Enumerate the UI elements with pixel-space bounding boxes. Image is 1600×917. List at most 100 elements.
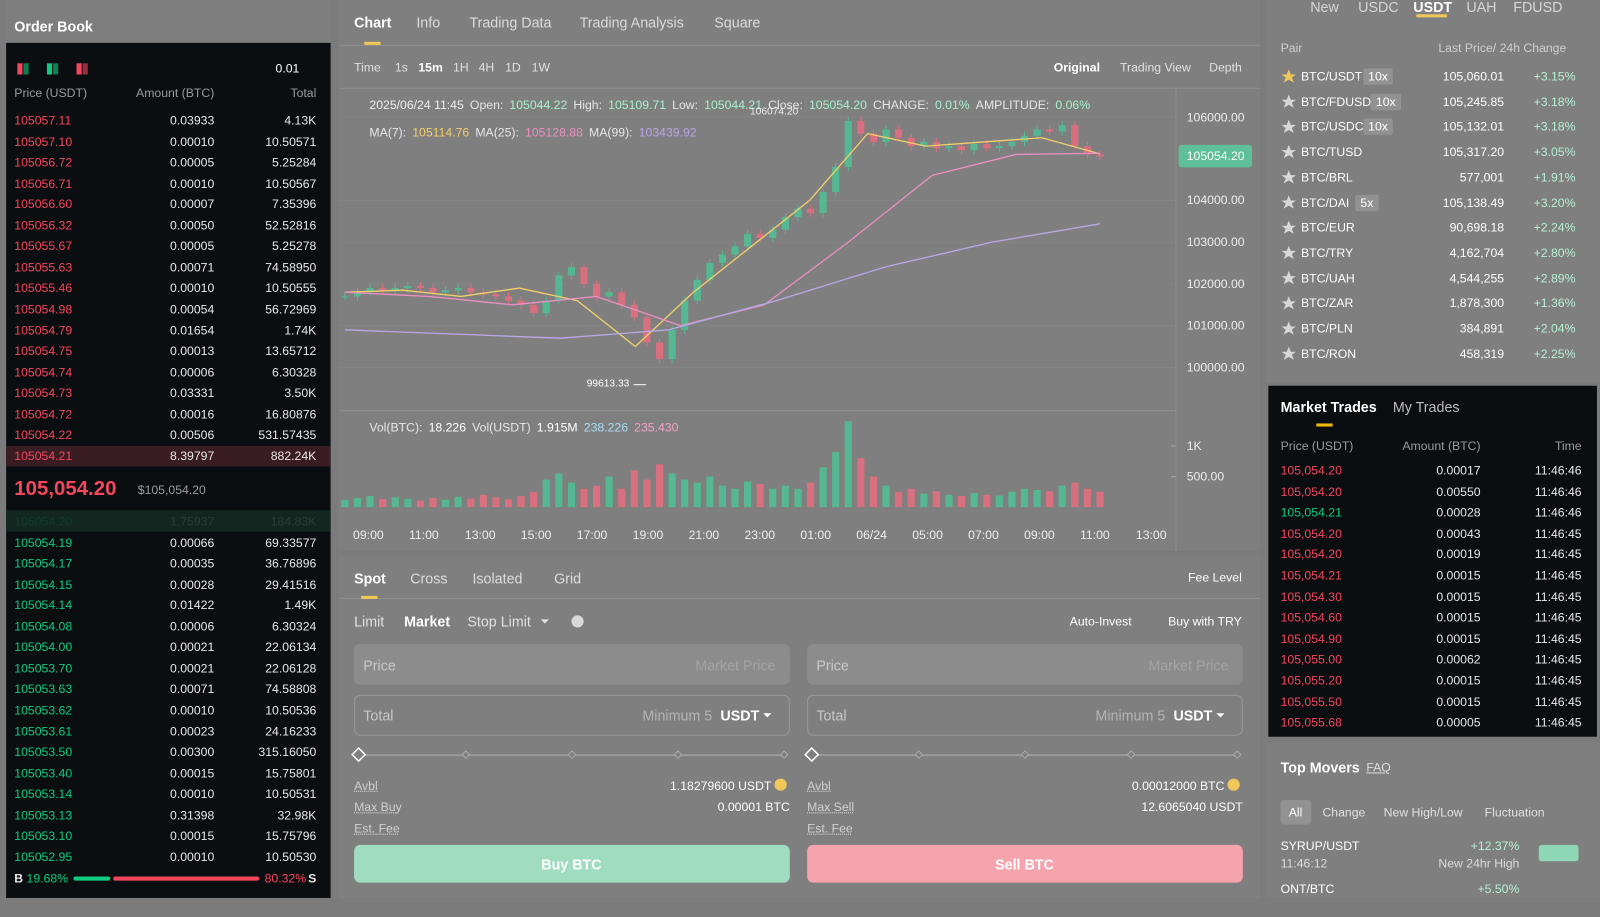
x-tick-label: 17:00: [576, 527, 608, 542]
pair-price: 105,317.20: [1442, 144, 1505, 160]
pair-name[interactable]: BTC/BRL: [1301, 170, 1353, 185]
book-price: 105055.63: [14, 260, 73, 275]
info-text: MA(99):: [589, 125, 633, 140]
pair-name[interactable]: BTC/USDT: [1301, 69, 1363, 84]
pair-name[interactable]: BTC/FDUSD: [1301, 94, 1372, 109]
margin-tab[interactable]: Isolated: [472, 570, 523, 587]
book-total: 29.41516: [265, 577, 317, 592]
trade-button[interactable]: [354, 844, 790, 883]
chart-tab[interactable]: Trading Data: [469, 14, 552, 31]
book-total: 10.50536: [265, 703, 317, 718]
chart-tab[interactable]: Info: [416, 14, 441, 31]
x-tick-label: 21:00: [688, 527, 720, 542]
book-price: 105053.14: [14, 786, 73, 802]
x-tick-label: 15:00: [520, 527, 552, 542]
chart-tab[interactable]: Square: [714, 14, 761, 31]
interval[interactable]: 1D: [505, 60, 521, 75]
input-hint: Minimum 5: [642, 707, 713, 724]
book-total: 74.58808: [265, 682, 317, 697]
interval[interactable]: 1s: [394, 60, 408, 75]
balance-label: Est. Fee: [354, 821, 400, 836]
pair-name[interactable]: BTC/RON: [1301, 346, 1357, 361]
chart-tab[interactable]: Chart: [354, 14, 392, 31]
trades-tab[interactable]: My Trades: [1392, 398, 1460, 416]
y-tick-label: 100000.00: [1186, 360, 1245, 375]
chart-view[interactable]: Depth: [1209, 60, 1242, 75]
unit-select[interactable]: USDT: [1173, 707, 1213, 724]
book-price: 105056.60: [14, 197, 73, 212]
quote-tab[interactable]: USDC: [1358, 0, 1399, 16]
book-total: 10.50531: [265, 786, 317, 802]
column-header: Price (USDT): [1280, 438, 1354, 454]
mover-filter[interactable]: New High/Low: [1383, 805, 1463, 820]
trades-tab[interactable]: Market Trades: [1280, 398, 1377, 416]
buy-with-try[interactable]: Buy with TRY: [1168, 614, 1242, 629]
pair-name[interactable]: BTC/ZAR: [1301, 296, 1354, 311]
quote-tab[interactable]: FDUSD: [1513, 0, 1563, 16]
chart-tab[interactable]: Trading Analysis: [579, 14, 684, 31]
pair-name[interactable]: BTC/PLN: [1301, 321, 1353, 336]
chart-panel: [338, 0, 1261, 552]
pair-name[interactable]: BTC/TRY: [1301, 245, 1354, 261]
chart-view[interactable]: Trading View: [1120, 60, 1191, 75]
pair-name[interactable]: BTC/EUR: [1301, 220, 1355, 235]
price-input: [807, 643, 1243, 685]
book-amount: 0.00016: [170, 406, 215, 422]
info-text: 1.915M: [536, 420, 578, 435]
chart-view[interactable]: Original: [1053, 60, 1100, 75]
balance-label: Avbl: [354, 778, 378, 793]
margin-tab[interactable]: Grid: [554, 570, 582, 587]
book-price: 105053.61: [14, 724, 73, 739]
order-book-panel: [6, 42, 331, 898]
mover-filter[interactable]: All: [1288, 805, 1303, 820]
x-tick-label: 19:00: [632, 527, 664, 542]
book-total: 15.75796: [265, 828, 317, 844]
book-total: 5.25278: [272, 239, 317, 254]
ohlc-info: 2025/06/24 11:45 Open: 105044.22 High: 10510…: [369, 97, 1090, 113]
interval[interactable]: 1W: [531, 60, 550, 75]
button-label[interactable]: Buy BTC: [541, 856, 602, 873]
order-type[interactable]: Market: [404, 613, 451, 630]
book-price: 105057.10: [14, 134, 73, 149]
interval[interactable]: 4H: [478, 60, 495, 75]
interval[interactable]: 1H: [453, 60, 469, 75]
y-tick-label: 103000.00: [1186, 235, 1245, 250]
book-price: 105053.10: [14, 828, 73, 844]
leverage-badge: 10x: [1370, 93, 1401, 110]
unit-select[interactable]: USDT: [720, 707, 760, 724]
layout-icon: [82, 63, 88, 75]
pair-name[interactable]: BTC/DAI: [1301, 195, 1350, 210]
info-text: 105114.76: [412, 125, 470, 140]
book-amount: 0.00071: [170, 682, 215, 697]
interval[interactable]: 15m: [418, 60, 443, 75]
tick-size[interactable]: 0.01: [275, 61, 300, 76]
faq-link[interactable]: FAQ: [1366, 760, 1391, 775]
quote-tab[interactable]: USDT: [1413, 0, 1453, 16]
pair-name[interactable]: BTC/UAH: [1301, 271, 1355, 286]
quote-tab[interactable]: UAH: [1466, 0, 1497, 16]
button-label[interactable]: Sell BTC: [995, 856, 1054, 873]
order-type[interactable]: Stop Limit: [467, 613, 531, 630]
auto-invest[interactable]: Auto-Invest: [1069, 614, 1132, 629]
column-header: Time: [1554, 438, 1582, 454]
book-amount: 0.31398: [170, 807, 215, 823]
book-price: 105054.72: [14, 406, 73, 422]
fee-level[interactable]: Fee Level: [1188, 570, 1242, 585]
book-price: 105052.95: [14, 849, 73, 865]
margin-tab[interactable]: Spot: [354, 570, 386, 587]
trade-amount: 0.00015: [1436, 568, 1481, 583]
pair-change: +3.05%: [1533, 144, 1576, 160]
panel-title: Top Movers: [1280, 759, 1360, 776]
mover-filter[interactable]: Fluctuation: [1484, 805, 1545, 820]
info-text: 238.226: [583, 420, 629, 435]
pair-name[interactable]: BTC/TUSD: [1301, 144, 1363, 160]
quote-tab[interactable]: New: [1310, 0, 1339, 16]
book-amount: 0.00010: [170, 849, 215, 865]
trade-button[interactable]: [807, 844, 1243, 883]
last-price-label: 105054.20: [1186, 149, 1245, 164]
order-type[interactable]: Limit: [354, 613, 385, 630]
book-price: 105054.98: [14, 302, 73, 317]
mover-filter[interactable]: Change: [1322, 805, 1366, 820]
pair-name[interactable]: BTC/USDC: [1301, 119, 1364, 135]
margin-tab[interactable]: Cross: [410, 570, 448, 587]
